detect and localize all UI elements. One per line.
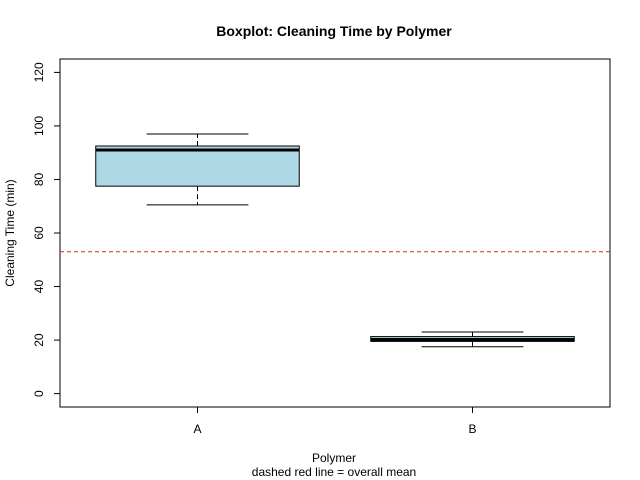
y-tick-label: 40 xyxy=(32,280,46,294)
chart-title: Boxplot: Cleaning Time by Polymer xyxy=(216,23,452,39)
x-tick-label: B xyxy=(468,422,476,436)
x-axis-label: Polymer xyxy=(312,451,356,465)
y-axis-label: Cleaning Time (min) xyxy=(3,179,17,286)
plot-frame xyxy=(59,58,611,408)
y-tick-label: 120 xyxy=(32,62,46,82)
box-B xyxy=(370,331,575,348)
y-tick-label: 0 xyxy=(32,390,46,397)
boxes-group xyxy=(95,133,575,348)
y-tick-label: 60 xyxy=(32,226,46,240)
y-tick-label: 100 xyxy=(32,116,46,136)
y-tick-label: 80 xyxy=(32,172,46,186)
y-axis: 0 20 40 60 80 100 120 xyxy=(32,62,61,397)
box-A xyxy=(95,133,300,206)
x-tick-label: A xyxy=(193,422,201,436)
y-tick-label: 20 xyxy=(32,333,46,347)
box-iqr xyxy=(95,145,300,187)
x-axis-sublabel: dashed red line = overall mean xyxy=(252,465,416,479)
